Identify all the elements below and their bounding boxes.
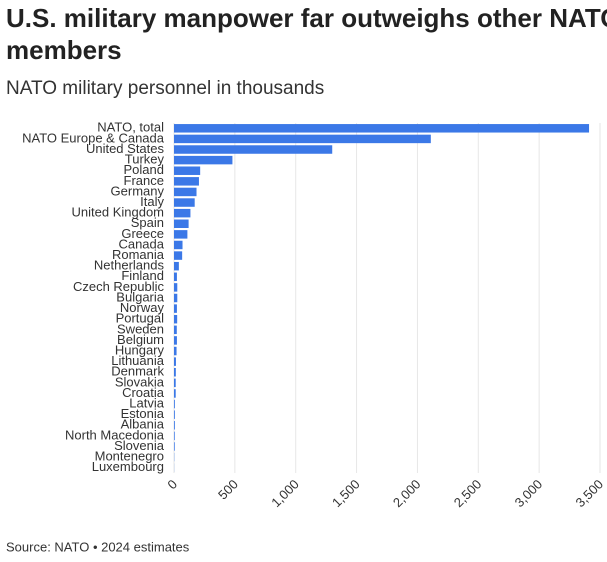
y-tick-label: United Kingdom [72, 205, 165, 220]
y-tick-label: Spain [131, 215, 164, 230]
y-tick-label: France [124, 173, 164, 188]
y-tick-label: Estonia [121, 406, 165, 421]
bar [174, 421, 175, 430]
bar [174, 442, 175, 451]
y-tick-label: Finland [121, 268, 164, 283]
bar [174, 368, 176, 377]
y-tick-label: United States [86, 141, 165, 156]
bar [174, 346, 177, 356]
bar [174, 293, 178, 303]
y-tick-label: Montenegro [95, 449, 164, 464]
y-tick-label: Croatia [122, 385, 165, 400]
y-tick-label: Turkey [125, 152, 165, 167]
source: Source: NATO • 2024 estimates [6, 539, 190, 554]
chart-title: U.S. military manpower far outweighs oth… [6, 3, 607, 65]
bar [174, 177, 199, 186]
bar [174, 187, 197, 197]
x-tick-label: 500 [215, 477, 241, 503]
y-tick-label: Slovakia [115, 374, 165, 389]
x-tick-label: 3,000 [512, 477, 546, 511]
y-tick-label: NATO Europe & Canada [22, 130, 165, 145]
y-tick-label: Lithuania [111, 353, 165, 368]
bar [174, 431, 175, 441]
y-tick-label: Italy [140, 194, 164, 209]
bar [174, 155, 233, 165]
x-tick-label: 0 [164, 477, 180, 493]
bar [174, 208, 191, 218]
y-tick-label: Portugal [116, 311, 165, 326]
bar [174, 124, 590, 133]
bar [174, 410, 175, 419]
y-tick-label: Netherlands [94, 258, 165, 273]
bar [174, 325, 177, 335]
bar [174, 399, 175, 409]
bar [174, 304, 177, 313]
y-tick-label: Belgium [117, 332, 164, 347]
y-tick-label: Slovenia [114, 438, 165, 453]
bar [174, 166, 201, 175]
bar [174, 219, 189, 228]
bar [174, 336, 177, 345]
y-tick-label: Sweden [117, 321, 164, 336]
y-tick-label: Norway [120, 300, 165, 315]
y-tick-label: Greece [121, 226, 164, 241]
y-tick-label: Romania [112, 247, 165, 262]
bar [174, 272, 177, 282]
bar [174, 251, 183, 260]
x-tick-label: 1,500 [329, 477, 363, 511]
y-tick-label: Denmark [111, 364, 164, 379]
chart-subtitle: NATO military personnel in thousands [6, 78, 324, 99]
y-tick-label: NATO, total [97, 120, 164, 135]
x-tick-label: 2,500 [451, 477, 485, 511]
y-tick-label: Bulgaria [116, 289, 164, 304]
bar [174, 283, 178, 292]
y-tick-label: Germany [111, 183, 165, 198]
y-tick-label: Albania [121, 417, 165, 432]
bar [174, 145, 333, 154]
bar [174, 389, 176, 398]
bar [174, 314, 178, 324]
y-tick-label: Canada [118, 236, 164, 251]
y-tick-label: Luxembourg [92, 459, 164, 474]
bar [174, 134, 431, 144]
bar [174, 378, 176, 388]
y-tick-label: Latvia [129, 395, 164, 410]
bar [174, 240, 183, 250]
bar [174, 357, 176, 366]
bar [174, 230, 188, 239]
y-tick-label: Czech Republic [73, 279, 165, 294]
x-tick-label: 3,500 [573, 477, 607, 511]
bar [174, 198, 195, 207]
x-tick-label: 1,000 [268, 477, 302, 511]
x-tick-label: 2,000 [390, 477, 424, 511]
bar [174, 261, 179, 271]
y-tick-label: North Macedonia [65, 427, 165, 442]
y-tick-label: Hungary [115, 342, 165, 357]
y-tick-label: Poland [124, 162, 164, 177]
